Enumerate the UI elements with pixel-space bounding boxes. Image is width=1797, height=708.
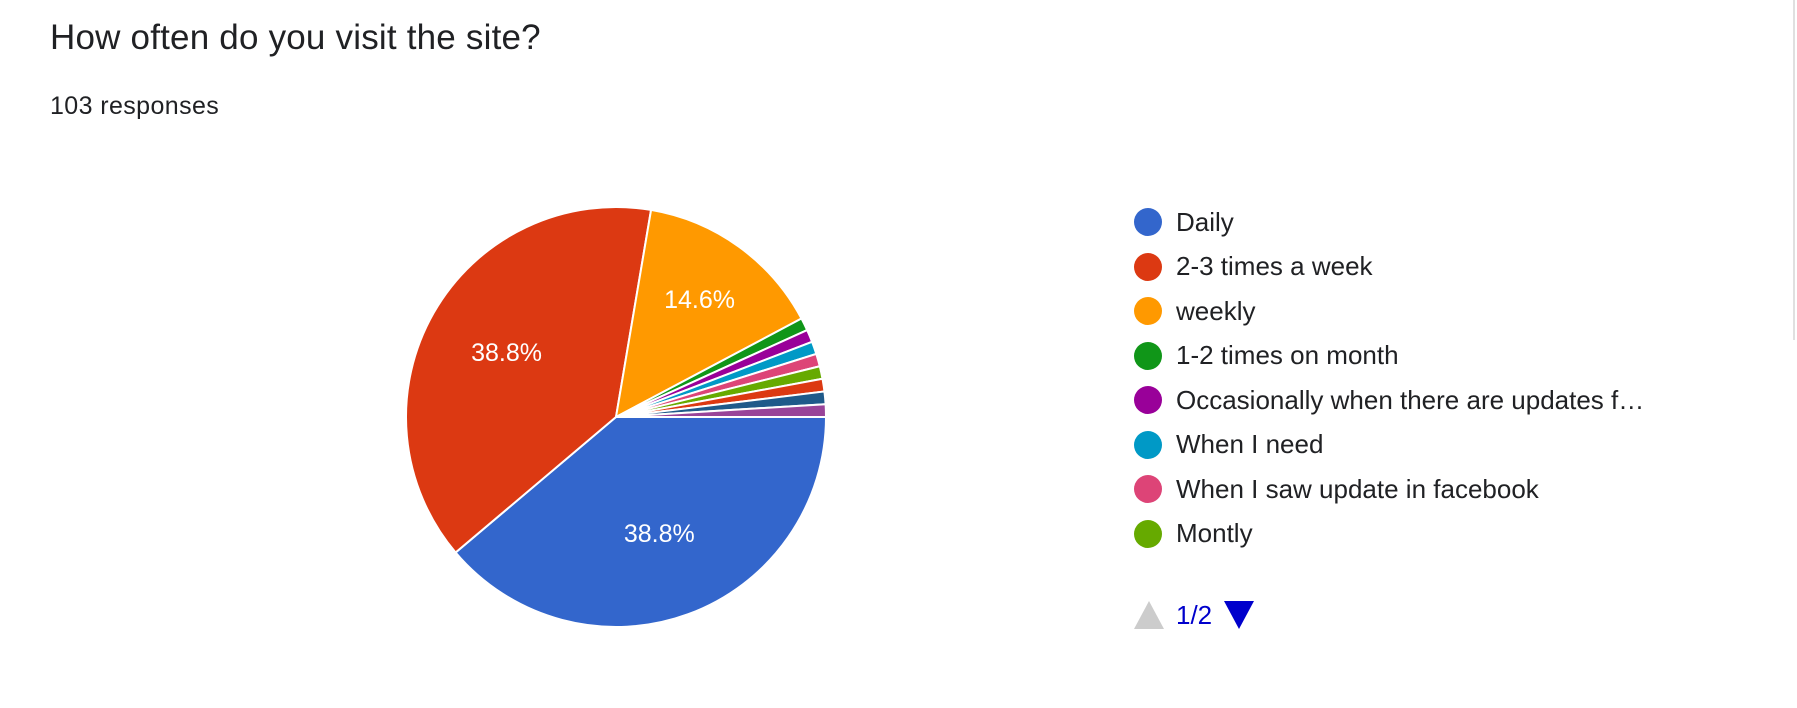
legend-label: When I saw update in facebook xyxy=(1176,473,1539,504)
legend-item-1-2-times-on-month: 1-2 times on month xyxy=(1134,334,1644,379)
legend-item-montly: Montly xyxy=(1134,512,1644,557)
page-down-icon[interactable] xyxy=(1224,601,1255,629)
pie-slice-weekly xyxy=(614,208,803,419)
scrollbar-edge xyxy=(1793,0,1795,340)
chart-legend: Daily 2-3 times a week weekly 1-2 times … xyxy=(1134,200,1644,556)
legend-label: When I need xyxy=(1176,429,1324,460)
legend-swatch xyxy=(1134,208,1162,237)
legend-swatch xyxy=(1134,430,1162,459)
pie-slice-daily xyxy=(454,416,828,628)
legend-label: Montly xyxy=(1176,518,1253,549)
legend-swatch xyxy=(1134,475,1162,504)
legend-item-when-i-need: When I need xyxy=(1134,423,1644,468)
legend-item-occasionally: Occasionally when there are updates f… xyxy=(1134,378,1644,423)
legend-swatch xyxy=(1134,341,1162,370)
legend-item-facebook: When I saw update in facebook xyxy=(1134,467,1644,512)
page-indicator: 1/2 xyxy=(1176,599,1213,630)
legend-label: Daily xyxy=(1176,206,1234,237)
legend-label: 1-2 times on month xyxy=(1176,340,1399,371)
legend-swatch xyxy=(1134,297,1162,326)
slice-percent-label: 38.8% xyxy=(471,339,542,367)
legend-label: 2-3 times a week xyxy=(1176,251,1373,282)
response-count: 103 responses xyxy=(50,92,220,120)
pie-slice-2-3-times-a-week xyxy=(405,206,653,554)
slice-percent-label: 38.8% xyxy=(624,520,695,548)
pie-slice-hidden-2 xyxy=(615,403,828,418)
legend-swatch xyxy=(1134,252,1162,281)
legend-label: weekly xyxy=(1176,295,1256,326)
legend-item-weekly: weekly xyxy=(1134,289,1644,334)
page-up-icon xyxy=(1134,601,1164,629)
legend-item-daily: Daily xyxy=(1134,200,1644,245)
legend-item-2-3-times-a-week: 2-3 times a week xyxy=(1134,245,1644,290)
legend-label: Occasionally when there are updates f… xyxy=(1176,384,1645,415)
slice-percent-label: 14.6% xyxy=(664,286,735,314)
legend-pager: 1/2 xyxy=(1134,598,1255,632)
legend-swatch xyxy=(1134,386,1162,415)
legend-swatch xyxy=(1134,519,1162,548)
question-title: How often do you visit the site? xyxy=(50,18,541,57)
